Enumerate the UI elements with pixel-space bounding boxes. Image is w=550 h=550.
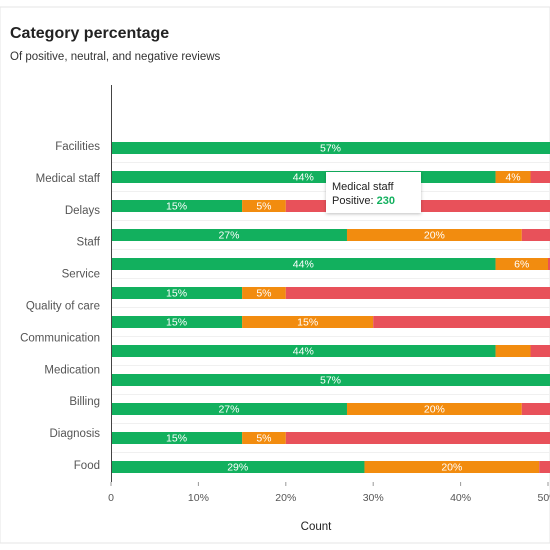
bar-value-label: 15% [166, 316, 187, 328]
x-tick-label: 30% [363, 492, 384, 504]
bar-value-label: 20% [424, 403, 445, 415]
x-axis-label: Count [301, 521, 332, 533]
bar-segment [111, 374, 550, 386]
bar-segment [242, 287, 286, 299]
bar-segment [495, 345, 531, 357]
bar-segment [495, 171, 531, 183]
bar-value-label: 57% [320, 142, 341, 154]
bar-value-label: 44% [293, 258, 314, 270]
bar-segment [242, 200, 286, 212]
bar-segment [111, 142, 550, 154]
bar-value-label: 27% [218, 229, 239, 241]
y-tick-label: Delays [65, 205, 100, 217]
bar-value-label: 27% [218, 403, 239, 415]
bar-value-label: 20% [424, 229, 445, 241]
chart-subtitle: Of positive, neutral, and negative revie… [10, 51, 221, 63]
bar-segment [521, 229, 550, 241]
bar-value-label: 5% [256, 287, 271, 299]
bar-segment [530, 171, 550, 183]
bar-segment [285, 287, 550, 299]
tooltip-box [326, 172, 421, 213]
bar-value-label: 15% [166, 200, 187, 212]
bar-value-label: 6% [514, 258, 529, 270]
bar-segment [242, 316, 374, 328]
y-tick-label: Billing [69, 396, 100, 408]
bar-segment [364, 461, 540, 473]
tooltip-value: 230 [377, 195, 395, 207]
bar-segment [521, 403, 550, 415]
y-tick-label: Staff [77, 237, 101, 249]
tooltip-label: Positive: [332, 195, 374, 207]
bar-value-label: 5% [256, 432, 271, 444]
bar-value-label: 20% [441, 461, 462, 473]
bar-segment [530, 345, 550, 357]
bar-value-label: 15% [166, 432, 187, 444]
y-tick-label: Quality of care [26, 301, 100, 313]
y-tick-label: Facilities [55, 141, 100, 153]
bar-value-label: 44% [293, 345, 314, 357]
bar-value-label: 4% [505, 171, 520, 183]
x-tick-label: 40% [450, 492, 471, 504]
y-tick-label: Diagnosis [50, 428, 101, 440]
bar-segment [495, 258, 548, 270]
bar-segment [346, 229, 522, 241]
y-tick-label: Medical staff [36, 173, 101, 185]
bar-segment [548, 258, 550, 270]
bar-value-label: 15% [166, 287, 187, 299]
card [0, 6, 550, 544]
tooltip: Medical staff Positive: 230 [326, 172, 421, 213]
bar-value-label: 44% [293, 171, 314, 183]
x-tick-label: 0 [108, 492, 114, 504]
bar-segment [373, 316, 550, 328]
bar-segment [111, 287, 243, 299]
bar-segment [285, 432, 550, 444]
bar-segment [111, 461, 365, 473]
y-tick-label: Medication [44, 364, 100, 376]
bar-value-label: 29% [227, 461, 248, 473]
tooltip-row: Positive: 230 [332, 195, 395, 207]
bar-segment [111, 432, 243, 444]
bar-segment [111, 200, 243, 212]
bar-segment [242, 432, 286, 444]
bar-segment [539, 461, 550, 473]
bar-value-label: 57% [320, 374, 341, 386]
y-tick-label: Communication [20, 332, 100, 344]
bar-segment [111, 403, 347, 415]
bar-segment [111, 258, 496, 270]
y-tick-label: Service [62, 269, 100, 281]
bar-segment [111, 229, 347, 241]
bar-segment [111, 345, 496, 357]
bar-value-label: 5% [256, 200, 271, 212]
y-tick-label: Food [74, 460, 100, 472]
chart-title: Category percentage [10, 25, 169, 42]
bar-segment [111, 316, 243, 328]
bar-value-label: 15% [297, 316, 318, 328]
tooltip-title: Medical staff [332, 181, 394, 193]
x-tick-label: 50% [537, 492, 550, 504]
x-tick-label: 10% [188, 492, 209, 504]
x-tick-label: 20% [275, 492, 296, 504]
bar-segment [346, 403, 522, 415]
